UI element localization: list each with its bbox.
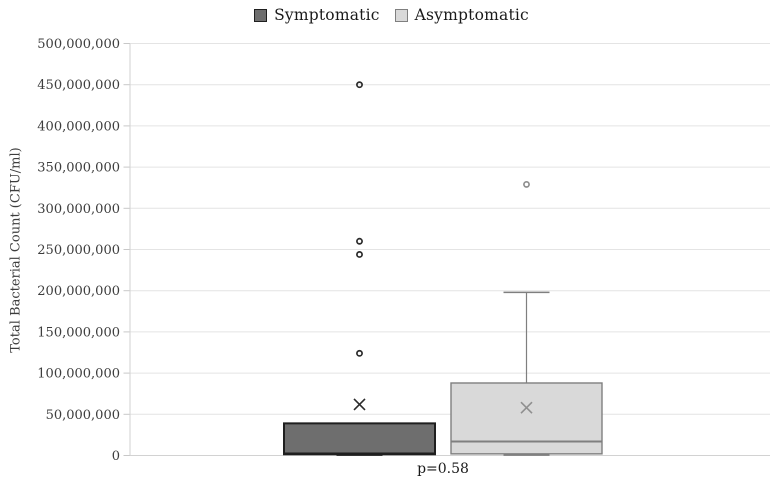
y-tick-label: 250,000,000: [37, 243, 120, 258]
y-tick-label: 200,000,000: [37, 284, 120, 299]
y-tick-label: 450,000,000: [37, 78, 120, 93]
box-symptomatic: [283, 422, 436, 456]
y-tick-label: 300,000,000: [37, 202, 120, 217]
p-value-label: p=0.58: [417, 461, 469, 477]
y-tick-label: 100,000,000: [37, 367, 120, 382]
y-tick-label: 50,000,000: [46, 408, 120, 423]
y-tick-label: 150,000,000: [37, 325, 120, 340]
y-tick-label: 500,000,000: [37, 37, 120, 52]
mean-marker-asymptomatic: [520, 401, 533, 414]
chart-legend: Symptomatic Asymptomatic: [0, 6, 783, 24]
box-asymptomatic: [450, 382, 603, 455]
outlier-point-symptomatic: [356, 81, 363, 89]
legend-label-asymptomatic: Asymptomatic: [414, 6, 529, 24]
y-tick-label: 400,000,000: [37, 119, 120, 134]
y-tick-label: 350,000,000: [37, 161, 120, 176]
outlier-point-symptomatic: [356, 237, 363, 245]
y-tick-label: 0: [112, 449, 120, 464]
legend-item-symptomatic: Symptomatic: [254, 6, 380, 24]
symptomatic-swatch-icon: [254, 8, 268, 22]
legend-label-symptomatic: Symptomatic: [274, 6, 380, 24]
legend-item-asymptomatic: Asymptomatic: [394, 6, 529, 24]
outlier-point-symptomatic: [356, 250, 363, 258]
outlier-point-asymptomatic: [523, 180, 530, 188]
y-axis-title: Total Bacterial Count (CFU/ml): [8, 147, 24, 353]
asymptomatic-swatch-icon: [394, 8, 408, 22]
mean-marker-symptomatic: [353, 398, 366, 411]
outlier-point-symptomatic: [356, 349, 363, 357]
